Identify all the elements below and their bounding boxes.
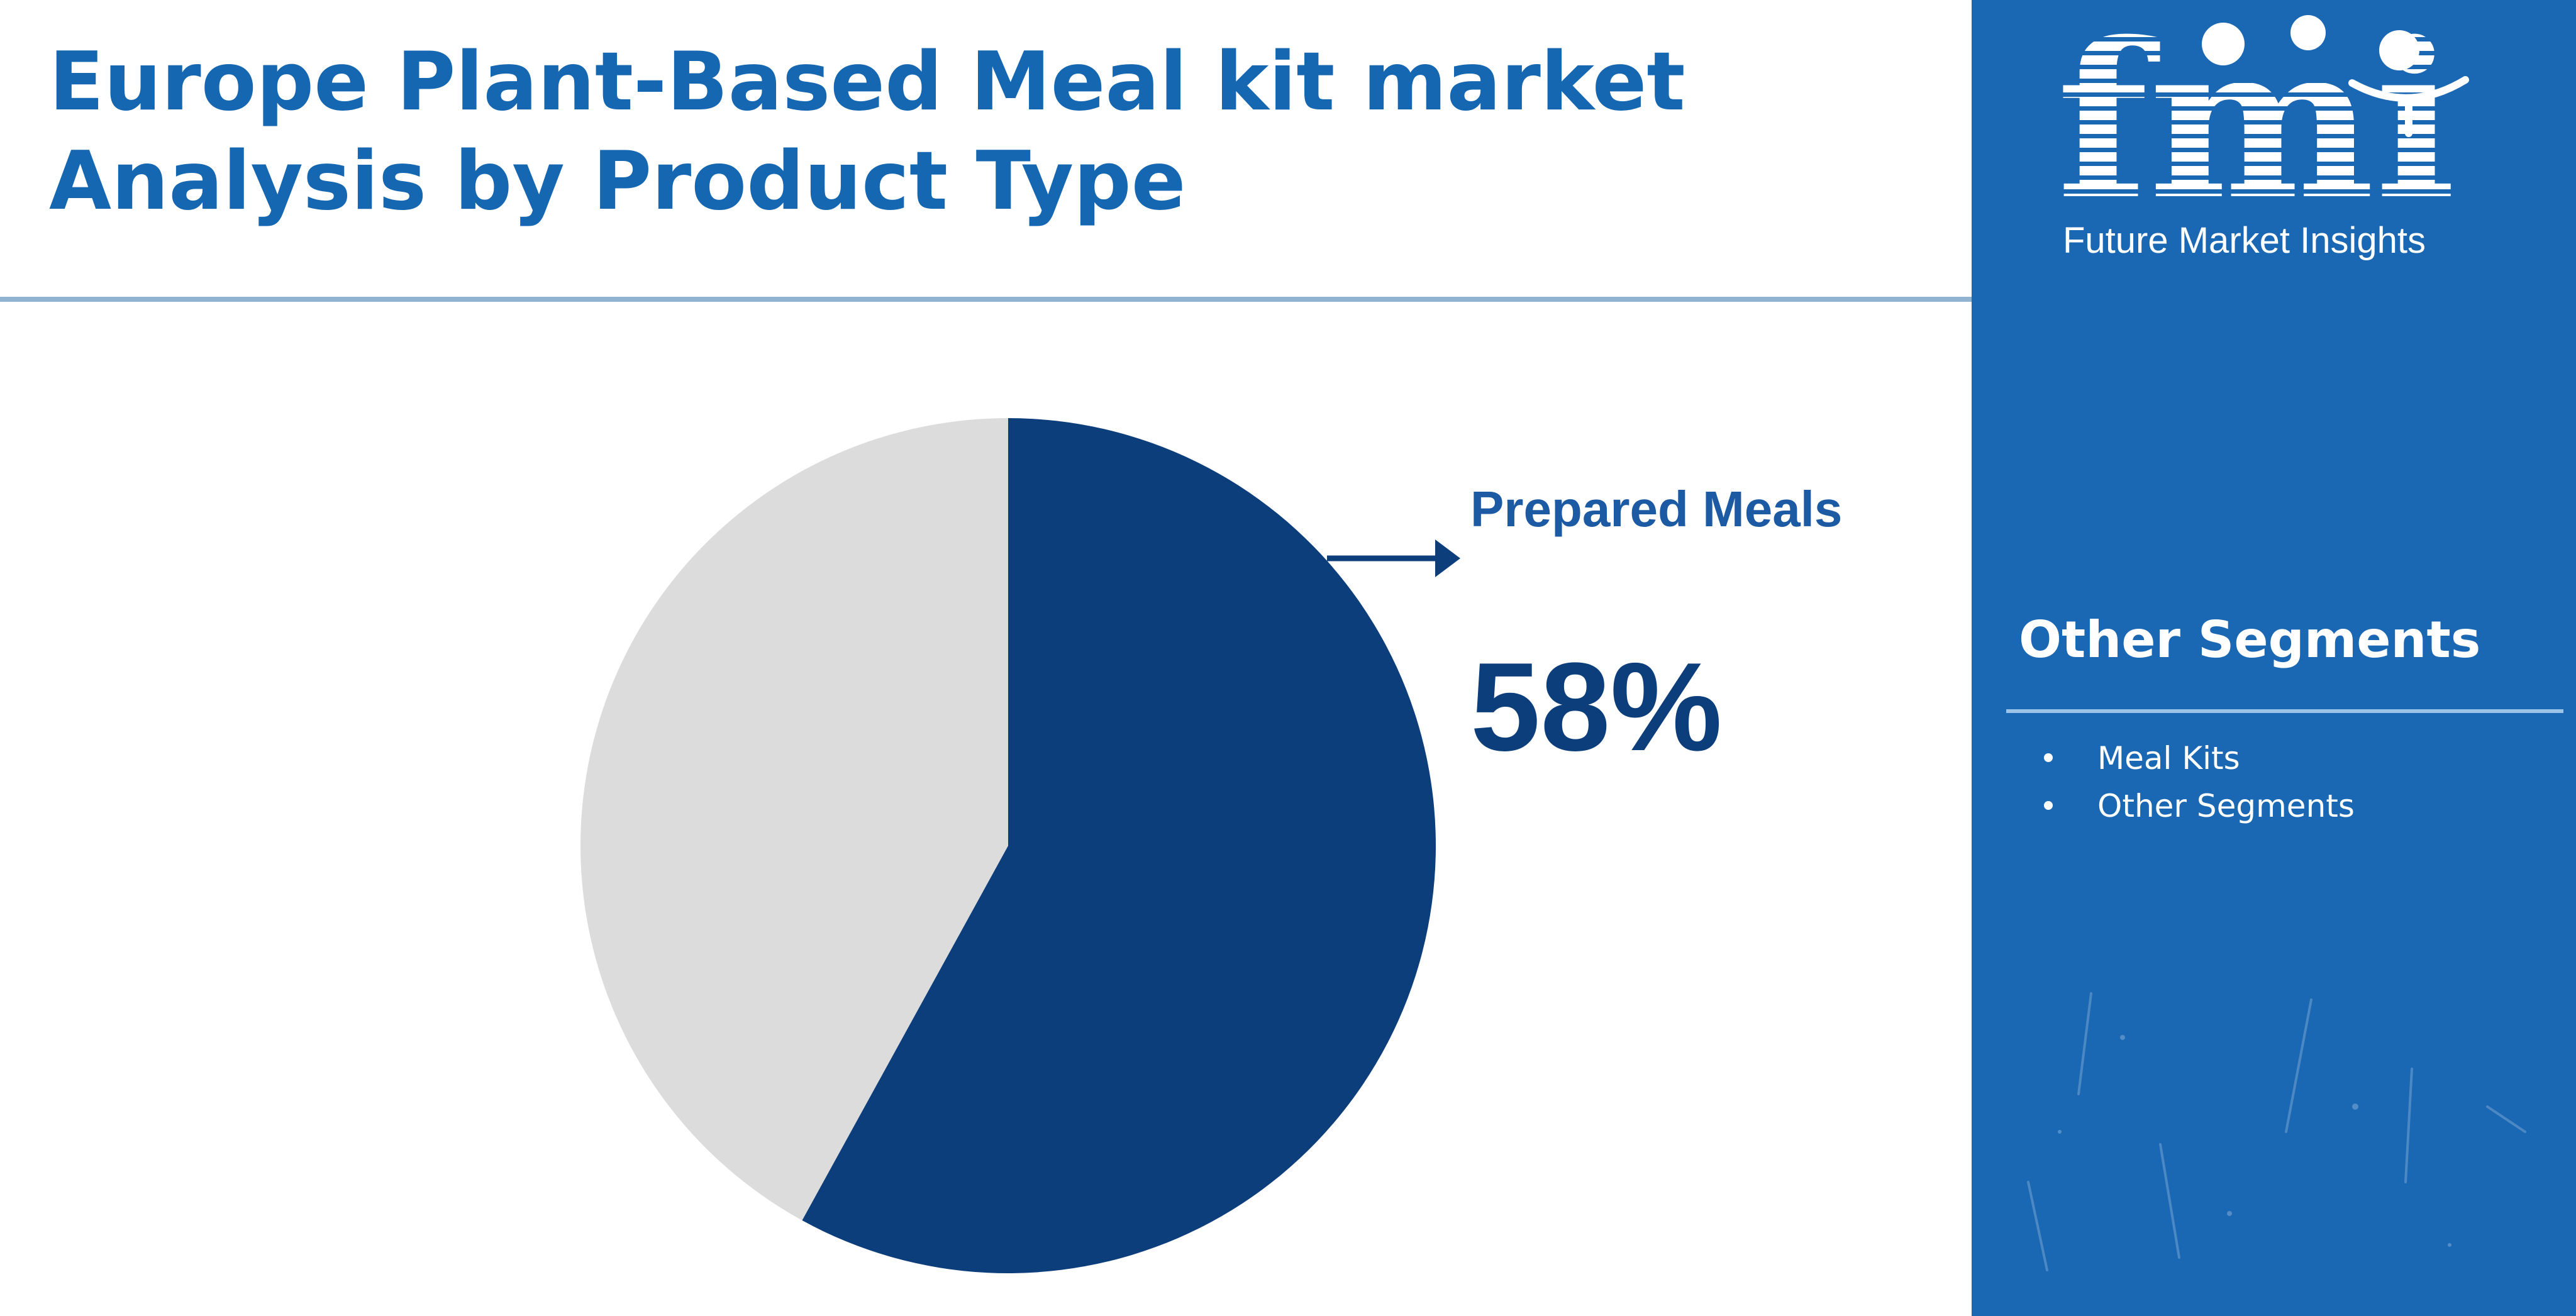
pie-chart [580,418,1460,1273]
list-item: Other Segments [2035,782,2355,830]
person-icon [2348,76,2469,137]
panel-texture [2027,992,2526,1271]
pie-slice-other [580,418,1008,1220]
highlight-slice-label: Prepared Meals [1470,481,1843,537]
segments-divider [2006,709,2563,713]
fmi-logo: fmi [2057,14,2469,247]
highlight-slice-value: 58% [1470,637,1723,777]
globe-icon [2202,15,2419,70]
pie-slices [580,418,1436,1273]
title-divider [0,297,1972,302]
side-panel: fmi Future Market Insights Other Segment… [1972,0,2576,1316]
brand-name: Future Market Insights [2063,220,2426,261]
callout-arrow [1327,539,1460,577]
other-segments-title: Other Segments [2019,611,2481,669]
segments-list: Meal Kits Other Segments [2035,734,2355,830]
pie-slice-prepared-meals [802,418,1436,1273]
page-title: Europe Plant-Based Meal kit market Analy… [49,35,1685,228]
list-item: Meal Kits [2035,734,2355,782]
